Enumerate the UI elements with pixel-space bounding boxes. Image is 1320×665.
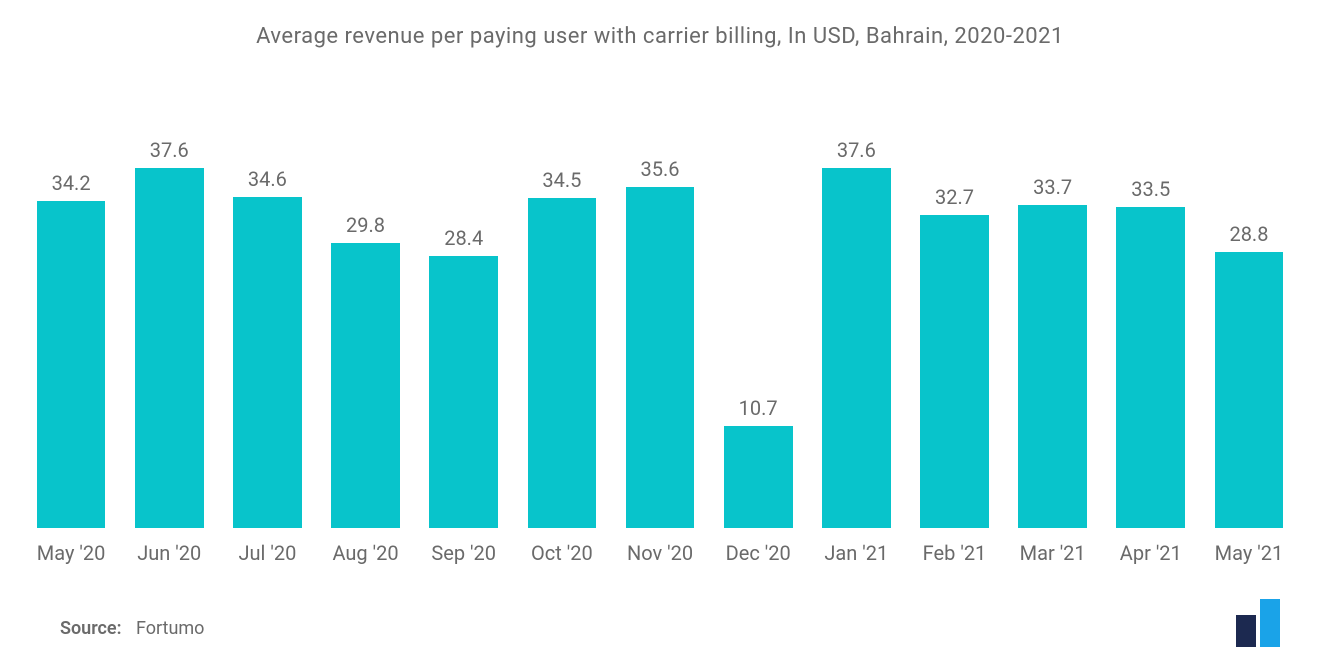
bar-slot: 32.7 — [905, 185, 1003, 528]
x-tick-label: Jan '21 — [807, 541, 905, 565]
bar-value-label: 33.5 — [1131, 177, 1170, 201]
x-tick-label: Feb '21 — [905, 541, 1003, 565]
bar-value-label: 37.6 — [837, 138, 876, 162]
x-tick-label: Sep '20 — [415, 541, 513, 565]
x-tick-label: May '20 — [22, 541, 120, 565]
bar-value-label: 34.6 — [248, 167, 287, 191]
bar-value-label: 32.7 — [935, 185, 974, 209]
x-tick-label: Jun '20 — [120, 541, 218, 565]
bar-slot: 28.4 — [415, 226, 513, 528]
bar — [528, 198, 597, 528]
bar-slot: 29.8 — [316, 213, 414, 528]
bar-value-label: 34.2 — [52, 171, 91, 195]
source-footer: Source: Fortumo — [60, 618, 204, 639]
bar-value-label: 37.6 — [150, 138, 189, 162]
bar-value-label: 10.7 — [739, 396, 778, 420]
bar-value-label: 28.4 — [444, 226, 483, 250]
bar — [1018, 205, 1087, 528]
source-value: Fortumo — [136, 618, 204, 639]
bar — [429, 256, 498, 528]
bar-value-label: 33.7 — [1033, 175, 1072, 199]
bar — [822, 168, 891, 528]
bar-slot: 37.6 — [807, 138, 905, 528]
x-tick-label: Nov '20 — [611, 541, 709, 565]
bar — [233, 197, 302, 528]
bar — [135, 168, 204, 528]
chart-x-axis: May '20Jun '20Jul '20Aug '20Sep '20Oct '… — [22, 541, 1298, 565]
chart-container: Average revenue per paying user with car… — [0, 0, 1320, 665]
bar — [1215, 252, 1284, 528]
bar-value-label: 28.8 — [1229, 222, 1268, 246]
source-label: Source: — [60, 618, 122, 639]
bar-value-label: 29.8 — [346, 213, 385, 237]
brand-logo-icon — [1230, 599, 1290, 647]
x-tick-label: Aug '20 — [316, 541, 414, 565]
bar — [920, 215, 989, 528]
chart-title: Average revenue per paying user with car… — [22, 24, 1298, 49]
bar-slot: 33.7 — [1004, 175, 1102, 528]
bar-slot: 34.5 — [513, 168, 611, 528]
bar — [626, 187, 695, 528]
bar — [1116, 207, 1185, 528]
chart-plot-area: 34.2 37.6 34.6 29.8 28.4 34.5 35.6 10.7 37.6 32.7… — [22, 129, 1298, 529]
bar-slot: 34.2 — [22, 171, 120, 528]
x-tick-label: Jul '20 — [218, 541, 316, 565]
bar-slot: 33.5 — [1102, 177, 1200, 528]
bar-slot: 35.6 — [611, 157, 709, 528]
x-tick-label: Oct '20 — [513, 541, 611, 565]
bar-slot: 34.6 — [218, 167, 316, 528]
x-tick-label: Dec '20 — [709, 541, 807, 565]
x-tick-label: Mar '21 — [1004, 541, 1102, 565]
bar — [724, 426, 793, 528]
bar-value-label: 34.5 — [542, 168, 581, 192]
x-tick-label: May '21 — [1200, 541, 1298, 565]
bar — [331, 243, 400, 528]
bar-slot: 37.6 — [120, 138, 218, 528]
x-tick-label: Apr '21 — [1102, 541, 1200, 565]
bar-slot: 28.8 — [1200, 222, 1298, 528]
bar — [37, 201, 106, 528]
bar-slot: 10.7 — [709, 396, 807, 528]
bar-value-label: 35.6 — [641, 157, 680, 181]
